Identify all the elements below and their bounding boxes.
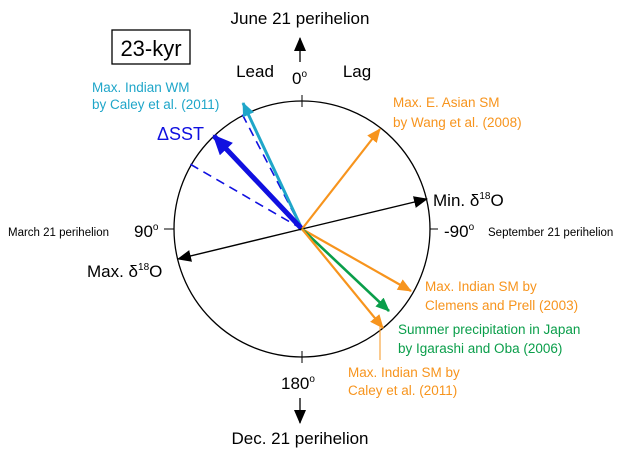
degree: o [469, 222, 475, 233]
line: by Caley et al. (2011) [92, 97, 219, 112]
lead-label: Lead [236, 62, 274, 81]
max-d18o-label: Max. δ18O [87, 262, 162, 281]
title-box [111, 29, 191, 65]
line: by Igarashi and Oba (2006) [398, 341, 562, 356]
sup: 18 [138, 262, 150, 273]
text: Min. δ [433, 191, 479, 210]
sst-arrow [212, 134, 304, 231]
right-label: September 21 perihelion [488, 227, 613, 239]
japan-arrow [301, 228, 390, 312]
clemens-arrow [301, 228, 412, 292]
text: O [490, 191, 503, 210]
min-d18o-arrow [301, 196, 428, 230]
sst-label: ΔSST [157, 124, 204, 144]
sup: 18 [479, 191, 491, 202]
east-asian-label: Max. E. Asian SM by Wang et al. (2008) [393, 95, 522, 130]
max-d18o-arrow [177, 228, 303, 262]
top-label: June 21 perihelion [231, 9, 370, 28]
angle-value: 90 [134, 222, 153, 241]
angle-value: 180 [281, 374, 309, 393]
angle-label: 90o [134, 222, 159, 241]
caley-sm-arrow [301, 228, 384, 329]
angle-value: -90 [444, 222, 469, 241]
line: Max. Indian SM by [348, 365, 460, 380]
bottom-label: Dec. 21 perihelion [231, 429, 368, 448]
min-d18o-label: Min. δ18O [433, 191, 504, 210]
indian-wm-arrow [241, 102, 304, 230]
left-label: March 21 perihelion [8, 227, 109, 239]
angle-label: -90o [444, 222, 475, 241]
indian-wm-label: Max. Indian WM by Caley et al. (2011) [92, 80, 219, 112]
lag-label: Lag [343, 62, 371, 81]
line: Max. Indian WM [92, 80, 190, 95]
line: by Wang et al. (2008) [393, 115, 522, 130]
angle-label: 0o [292, 69, 307, 88]
line: Max. E. Asian SM [393, 95, 500, 110]
text: Max. δ [87, 262, 138, 281]
text: O [149, 262, 162, 281]
degree: o [309, 374, 315, 385]
line: Clemens and Prell (2003) [425, 298, 578, 313]
clemens-label: Max. Indian SM by Clemens and Prell (2003… [425, 279, 578, 313]
sst-range [189, 163, 303, 230]
caley-sm-label: Max. Indian SM by Caley et al. (2011) [348, 365, 460, 398]
line: Max. Indian SM by [425, 279, 537, 294]
angle-value: 0 [292, 69, 301, 88]
degree: o [153, 222, 159, 233]
japan-label: Summer precipitation in Japan by Igarashi… [398, 322, 580, 356]
line: Summer precipitation in Japan [398, 322, 580, 337]
line: Caley et al. (2011) [348, 383, 457, 398]
angle-label: 180o [281, 374, 315, 393]
title: 23-kyr [120, 36, 181, 61]
east-asian-arrow [301, 128, 381, 230]
degree: o [301, 69, 307, 80]
